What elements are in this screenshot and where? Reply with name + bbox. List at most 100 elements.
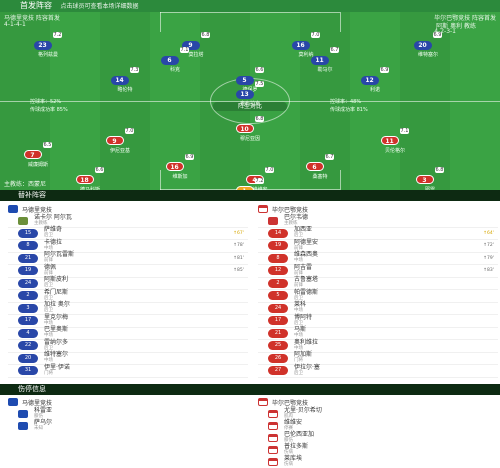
shirt-number: 14	[110, 76, 129, 85]
sub-row[interactable]: 22 雷纳尔多 后卫	[8, 339, 248, 353]
injury-row[interactable]: 萨乌尔 未知	[8, 420, 248, 432]
home-player[interactable]: 67.1 科克	[153, 47, 197, 73]
team-crest-icon	[268, 458, 278, 466]
sub-role: 前锋	[294, 283, 303, 289]
sub-role: 前锋	[44, 270, 53, 276]
sub-row[interactable]: 17 里克尔梅 中场	[8, 314, 248, 328]
away-crest-icon	[258, 398, 268, 406]
away-player[interactable]: 166.9 维斯加	[158, 154, 202, 180]
sub-row[interactable]: 诺卡尔 阿尔瓦 主教练	[8, 214, 248, 228]
sub-name: 巴尔韦德	[284, 213, 309, 221]
sub-row[interactable]: 3 加拉 奥尔 后卫	[8, 302, 248, 315]
away-player[interactable]: 17.2西蒙	[228, 178, 272, 190]
sub-time-tag: ↑78'	[233, 243, 244, 249]
sub-number: 3	[18, 303, 38, 313]
sub-name: 莱科	[294, 301, 307, 309]
away-player[interactable]: 66.7 桑塞特	[298, 154, 342, 180]
page-title: 首发阵容	[20, 1, 52, 10]
injury-row[interactable]: 科雷亚 膝伤	[8, 408, 248, 420]
sub-number: 26	[268, 353, 288, 363]
sub-row[interactable]: 8 卡德拉 中场 ↑78'	[8, 239, 248, 253]
sub-row[interactable]: 31 伊里·伊诺 门将	[8, 364, 248, 378]
team-crest-icon	[268, 434, 278, 442]
sub-row[interactable]: 2 希门尼斯 后卫	[8, 289, 248, 303]
home-player[interactable]: 116.7 勒马尔	[303, 47, 347, 73]
home-player[interactable]: 206.9 维特塞尔	[406, 32, 450, 58]
home-player[interactable]: 237.2 格列兹曼	[26, 32, 70, 58]
sub-row[interactable]: 24 莱科 中场	[258, 301, 498, 315]
away-player[interactable]: 186.6 德马科斯	[68, 167, 112, 190]
away-player[interactable]: 97.0 伊尼亚基	[98, 128, 142, 154]
away-player[interactable]: 36.8 耶雷	[408, 167, 452, 190]
sub-name-block: 伊里·伊诺 门将	[44, 364, 70, 377]
injury-row[interactable]: 维维安 停赛	[258, 420, 498, 432]
home-player[interactable]: 147.3 略伦特	[103, 67, 147, 93]
sub-row[interactable]: 21 马斯 中场	[258, 327, 498, 340]
player-rating: 6.5	[42, 142, 53, 148]
injury-row[interactable]: 尤里·贝尔希切 肌肉	[258, 408, 498, 420]
sub-row[interactable]: 21 阿尔瓦雷斯 前锋 ↑81'	[8, 252, 248, 265]
sub-role: 中场	[294, 345, 303, 351]
sub-name-block: 马斯 中场	[294, 327, 306, 339]
shirt-number: 6	[160, 56, 179, 65]
sub-number: 22	[18, 341, 38, 351]
home-player[interactable]: 96.8 莫拉塔	[174, 32, 218, 58]
injury-player-name: 科雷亚	[34, 407, 53, 414]
shirt-number: 7	[23, 150, 42, 159]
sub-number: 21	[18, 253, 38, 263]
sub-row[interactable]: 15 萨维奇 后卫 ↑67'	[8, 227, 248, 240]
sub-name: 帕雷德斯	[294, 288, 319, 296]
sub-row[interactable]: 17 博阿特 后卫	[258, 314, 498, 328]
sub-row[interactable]: 8 维森西奥 中场 ↑79'	[258, 252, 498, 265]
injury-row[interactable]: 普拉多斯 伤病	[258, 444, 498, 456]
home-player[interactable]: 167.0 莫利纳	[284, 32, 328, 58]
sub-row[interactable]: 巴尔韦德 主教练	[258, 213, 498, 228]
player-name: 伊尼亚基	[109, 148, 130, 154]
sub-name-block: 维森西奥 中场	[294, 252, 318, 264]
player-rating: 7.3	[129, 67, 140, 73]
sub-row[interactable]: 26 阿加斯 门将	[258, 352, 498, 365]
sub-name-block: 阿斯皮利 后卫	[44, 277, 68, 289]
sub-row[interactable]: 27 伊拉尔·塞 后卫	[258, 364, 498, 378]
home-injuries-team: 马德里竞技	[8, 396, 248, 408]
sub-row[interactable]: 2 古鲁塞塔 前锋	[258, 277, 498, 290]
home-team-label: 马德里竞技 阵容首发	[4, 15, 60, 22]
sub-name-block: 阿加斯 门将	[294, 352, 312, 364]
sub-role: 中场	[294, 333, 303, 339]
injury-row[interactable]: 莱库埃 伤病	[258, 456, 498, 468]
sub-row[interactable]: 14 加西亚 后卫 ↑64'	[258, 227, 498, 240]
sub-name: 阿斯皮利	[44, 276, 69, 284]
injury-reason: 伤病	[284, 462, 293, 467]
away-injuries-team-name: 毕尔巴鄂竞技	[272, 399, 309, 407]
sub-name-block: 奥利维拉 中场	[294, 339, 318, 352]
sub-role: 后卫	[44, 233, 53, 239]
sub-row[interactable]: 12 阿吉雷 前锋 ↑83'	[258, 264, 498, 278]
formation-compare-chip[interactable]: 阵型对比	[213, 102, 287, 111]
home-info-2: 传球成功率 85%	[30, 107, 68, 113]
away-player[interactable]: 106.8 穆尼亚因	[228, 116, 272, 142]
sub-row[interactable]: 19 阿德里安 前锋 ↑72'	[258, 239, 498, 253]
sub-number: 5	[268, 291, 288, 301]
sub-role: 门将	[44, 370, 53, 376]
sub-row[interactable]: 25 奥利维拉 中场	[258, 339, 498, 353]
sub-role: 中场	[44, 358, 53, 364]
sub-name-block: 阿吉雷 前锋	[294, 264, 312, 277]
player-name: 维维安	[252, 187, 268, 190]
shirt-number: 1	[235, 186, 254, 190]
player-name: 莫利纳	[298, 52, 314, 58]
away-player[interactable]: 117.1 贝伦格尔	[373, 128, 417, 154]
away-info-1: 控球率：48%	[330, 99, 362, 105]
sub-row[interactable]: 5 帕雷德斯 后卫	[258, 288, 498, 303]
home-player[interactable]: 126.9 利诺	[353, 67, 397, 93]
sub-row[interactable]: 19 德佩 前锋 ↑85'	[8, 264, 248, 278]
home-player[interactable]: 137.5 奥布拉克	[228, 81, 272, 107]
away-crest-icon	[258, 205, 268, 213]
sub-row[interactable]: 4 巴里奥斯 中场	[8, 327, 248, 340]
injury-row[interactable]: 巴伦西亚加 膝伤	[258, 432, 498, 444]
team-crest-icon	[18, 410, 28, 418]
sub-row[interactable]: 20 维特塞尔 中场	[8, 352, 248, 365]
sub-row[interactable]: 24 阿斯皮利 后卫	[8, 277, 248, 290]
away-team-label: 毕尔巴鄂竞技 阵容首发	[434, 15, 496, 22]
away-player[interactable]: 76.5 威廉姆斯	[16, 142, 60, 168]
player-name: 莫拉塔	[188, 52, 204, 58]
